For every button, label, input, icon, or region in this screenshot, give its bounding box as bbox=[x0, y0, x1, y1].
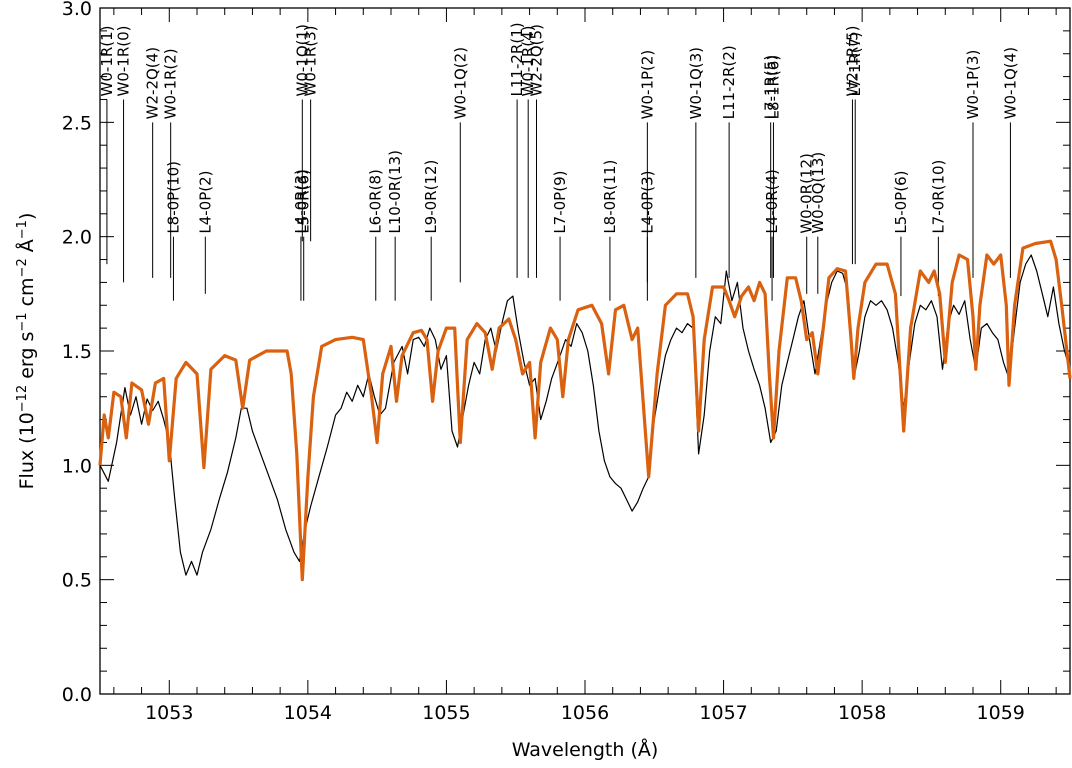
x-tick-label: 1059 bbox=[977, 702, 1025, 724]
y-tick-label: 0.5 bbox=[62, 570, 92, 592]
line-id-label: W2-1R(5) bbox=[843, 25, 861, 96]
observed-spectrum-line bbox=[99, 254, 1071, 576]
x-axis-label: Wavelength (Å) bbox=[512, 738, 659, 761]
y-tick-label: 2.0 bbox=[62, 227, 92, 249]
y-tick-label: 1.0 bbox=[62, 455, 92, 477]
y-axis-label-part: erg s bbox=[16, 332, 38, 385]
y-axis-label: Flux (10−12 erg s−1 cm−2 Å−1) bbox=[15, 213, 38, 490]
line-id-label: W0-1R(1) bbox=[98, 25, 116, 96]
y-axis-label-superscript: −2 bbox=[15, 258, 30, 277]
line-id-label: W0-1R(4) bbox=[519, 25, 537, 96]
x-tick-label: 1054 bbox=[284, 702, 332, 724]
line-id-label: L4-0R(4) bbox=[763, 169, 781, 234]
y-tick-label: 0.0 bbox=[62, 684, 92, 706]
line-id-label: L7-1R(5) bbox=[762, 55, 780, 120]
line-id-label: W0-1Q(4) bbox=[1001, 47, 1019, 119]
y-axis-label-part: ) bbox=[16, 213, 38, 220]
line-id-label: L7-0R(10) bbox=[929, 160, 947, 234]
model-spectrum-line bbox=[98, 239, 1072, 582]
line-id-label: L9-0R(12) bbox=[422, 160, 440, 234]
line-id-label: W0-1P(2) bbox=[638, 50, 656, 120]
y-axis-label-superscript: −1 bbox=[15, 312, 30, 331]
line-id-label: W0-1P(3) bbox=[964, 50, 982, 120]
line-id-label: L4-0R(3) bbox=[292, 169, 310, 234]
line-id-label: L5-0P(6) bbox=[892, 171, 910, 234]
plot-frame bbox=[99, 7, 1071, 695]
x-tick-label: 1056 bbox=[561, 702, 609, 724]
line-id-label: W0-1R(0) bbox=[115, 25, 133, 96]
line-id-label: L8-1R(6) bbox=[764, 55, 782, 120]
line-id-label: W2-2Q(4) bbox=[144, 47, 162, 119]
line-id-label: L8-0P(10) bbox=[164, 161, 182, 234]
line-id-label: L5-0R(6) bbox=[295, 169, 313, 234]
y-tick-label: 3.0 bbox=[62, 0, 92, 20]
x-tick-label: 1058 bbox=[838, 702, 886, 724]
line-identifications: W0-1R(1)W0-1R(0) W2-2Q(4) W0-1R(2) L8-0P(10… bbox=[98, 22, 1019, 301]
line-id-label: W0-1Q(2) bbox=[451, 47, 469, 119]
y-axis-label-superscript: −1 bbox=[15, 220, 30, 239]
x-tick-label: 1055 bbox=[422, 702, 470, 724]
y-tick-label: 2.5 bbox=[62, 112, 92, 134]
line-id-label: W2-2Q(5) bbox=[528, 24, 546, 96]
line-id-label: L11-2R(1) bbox=[508, 22, 526, 96]
line-id-label: L4-0P(2) bbox=[196, 171, 214, 234]
y-axis-label-part: cm bbox=[16, 277, 38, 312]
line-id-label: L6-0R(8) bbox=[367, 169, 385, 234]
x-tick-label: 1057 bbox=[699, 702, 747, 724]
line-id-label: L11-2R(2) bbox=[720, 45, 738, 119]
line-id-label: L10-0R(13) bbox=[386, 150, 404, 234]
y-axis-label-part: Flux (10 bbox=[16, 412, 38, 489]
line-id-label: L8-0R(11) bbox=[601, 160, 619, 234]
line-id-label: L7-1R(7) bbox=[846, 32, 864, 97]
x-tick-label: 1053 bbox=[145, 702, 193, 724]
y-axis-label-part: Å bbox=[15, 239, 38, 258]
line-id-label: W0-1R(2) bbox=[162, 48, 180, 119]
line-id-label: W0-1R(3) bbox=[302, 25, 320, 96]
y-axis-label-superscript: −12 bbox=[15, 385, 30, 412]
line-id-label: W0-0R(12) bbox=[798, 153, 816, 234]
plot-frame-group: 1053 1054 1055 1056 1057 1058 1059 0.0 0.5 1.0 1.5… bbox=[62, 0, 1071, 724]
series-group bbox=[98, 239, 1072, 582]
line-id-label: W0-1Q(3) bbox=[687, 47, 705, 119]
line-id-label: L7-0P(9) bbox=[551, 171, 569, 234]
line-id-label: W0-1Q(1) bbox=[293, 24, 311, 96]
line-id-label: W0-0Q(13) bbox=[809, 152, 827, 234]
y-tick-label: 1.5 bbox=[62, 341, 92, 363]
